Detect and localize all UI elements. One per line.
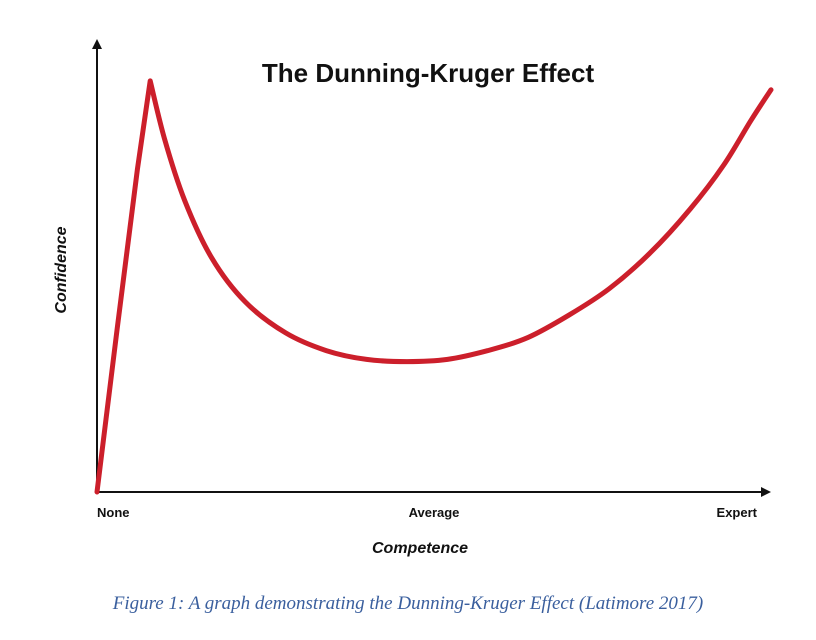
figure-caption: Figure 1: A graph demonstrating the Dunn… [112, 593, 704, 614]
confidence-curve [94, 78, 774, 495]
chart-title: The Dunning-Kruger Effect [262, 58, 595, 88]
x-tick-label: None [97, 505, 130, 520]
x-tick-label: Average [409, 505, 460, 520]
x-tick-labels: None Average Expert [97, 505, 758, 520]
x-tick-label: Expert [717, 505, 758, 520]
x-axis-label: Competence [372, 540, 468, 557]
y-axis-label: Confidence [53, 226, 70, 313]
